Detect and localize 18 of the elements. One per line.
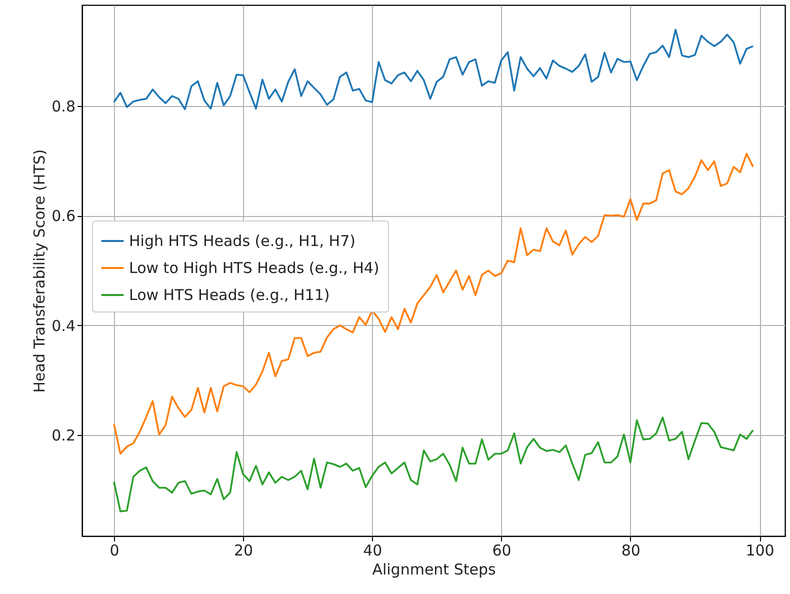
line-series bbox=[113, 152, 754, 455]
x-tick-label: 60 bbox=[492, 542, 512, 560]
y-tick-label: 0.2 bbox=[52, 426, 76, 445]
y-tick-label: 0.8 bbox=[52, 97, 76, 116]
legend-label: Low HTS Heads (e.g., H11) bbox=[129, 286, 330, 304]
x-tick-label: 20 bbox=[234, 542, 254, 560]
x-tick-label: 0 bbox=[110, 542, 120, 560]
x-tick-label: 40 bbox=[363, 542, 382, 560]
x-axis-title: Alignment Steps bbox=[372, 560, 496, 578]
y-tick-label: 0.4 bbox=[52, 316, 76, 335]
y-tick-label: 0.6 bbox=[52, 207, 76, 226]
legend-label: High HTS Heads (e.g., H1, H7) bbox=[129, 232, 356, 250]
line-series bbox=[113, 416, 754, 512]
x-tick-label: 80 bbox=[621, 542, 640, 560]
legend-label: Low to High HTS Heads (e.g., H4) bbox=[129, 259, 380, 277]
line-series bbox=[113, 28, 754, 110]
x-tick-label: 100 bbox=[746, 542, 774, 560]
y-axis-title: Head Transferability Score (HTS) bbox=[30, 149, 49, 393]
